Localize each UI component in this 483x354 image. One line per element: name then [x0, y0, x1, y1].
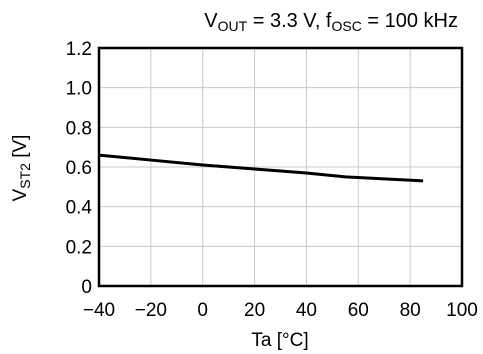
x-tick-label: 80: [400, 300, 421, 321]
x-axis-label: Ta [°C]: [251, 330, 308, 351]
chart-title: VOUT = 3.3 V, fOSC = 100 kHz: [204, 10, 458, 34]
x-tick-label: 0: [197, 300, 208, 321]
y-tick-label: 1.2: [66, 39, 92, 60]
y-tick-label: 0: [81, 277, 92, 298]
x-tick-label: 40: [296, 300, 317, 321]
y-tick-labels: 0 0.2 0.4 0.6 0.8 1.0 1.2: [66, 39, 93, 298]
x-tick-labels: −40 −20 0 20 40 60 80 100: [83, 300, 478, 321]
grid-lines: [98, 47, 463, 287]
series-layer: [98, 153, 424, 183]
x-tick-label: −40: [83, 300, 115, 321]
y-axis-label: VST2 [V]: [10, 135, 33, 202]
y-tick-label: 0.8: [66, 118, 92, 139]
plot-frame: [97, 46, 464, 288]
y-tick-label: 0.6: [66, 158, 92, 179]
x-tick-label: −20: [135, 300, 167, 321]
y-tick-label: 0.2: [66, 237, 92, 258]
x-tick-label: 20: [244, 300, 265, 321]
y-tick-label: 0.4: [66, 198, 93, 219]
series-line: [98, 153, 424, 183]
x-tick-label: 60: [348, 300, 369, 321]
y-tick-label: 1.0: [66, 79, 92, 100]
x-tick-label: 100: [446, 300, 478, 321]
